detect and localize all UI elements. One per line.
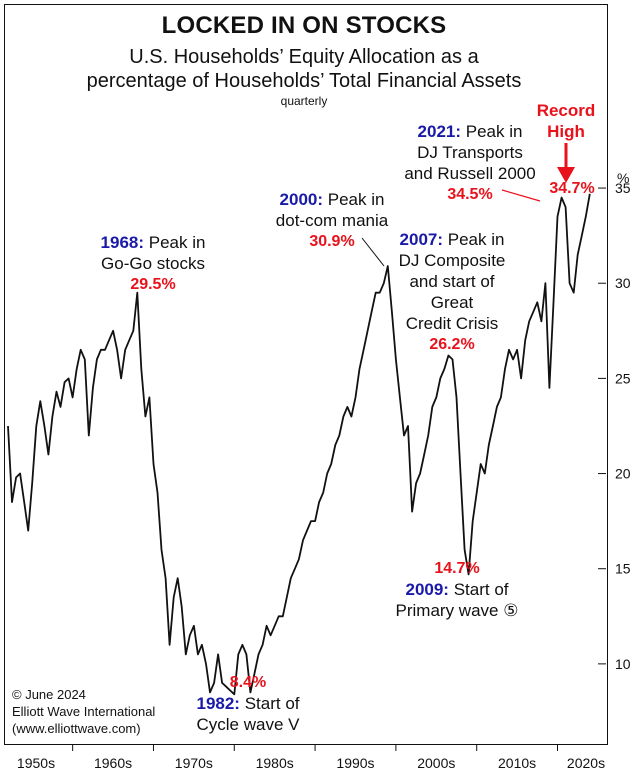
text-1968-l1: Peak in	[144, 233, 206, 252]
text-2007-l2: DJ Composite	[398, 251, 506, 270]
text-2021-l3: and Russell 2000	[404, 164, 536, 183]
credit-line-1: © June 2024	[12, 687, 86, 702]
text-2021-l2: DJ Transports	[417, 143, 523, 162]
chart-subtitle: U.S. Households’ Equity Allocation as a …	[0, 45, 608, 93]
subtitle-line-2: percentage of Households’ Total Financia…	[86, 70, 522, 92]
value-2007: 26.2%	[429, 336, 475, 353]
text-2007-l5: Credit Crisis	[405, 314, 499, 333]
x-tick-label: 1970s	[175, 755, 213, 771]
text-2007-l4: Great	[430, 293, 474, 312]
x-tick-label: 2000s	[417, 755, 455, 771]
annotation-2021: 2021: Peak in DJ Transports and Russell …	[395, 121, 545, 205]
year-1982: 1982:	[196, 694, 240, 713]
record-line2: High	[547, 122, 585, 141]
y-tick-label: 10	[615, 656, 631, 672]
text-2000-l1: Peak in	[323, 190, 385, 209]
credit-line-3: (www.elliottwave.com)	[12, 721, 141, 736]
year-2021: 2021:	[417, 122, 462, 141]
value-2021: 34.5%	[447, 186, 493, 203]
annotation-1968: 1968: Peak in Go-Go stocks 29.5%	[78, 232, 228, 295]
y-tick-label: 25	[615, 370, 631, 386]
credit-block: © June 2024 Elliott Wave International (…	[12, 686, 155, 737]
x-tick-label: 2020s	[567, 755, 605, 771]
record-arrow-head	[557, 167, 575, 183]
text-1968-l2: Go-Go stocks	[101, 254, 205, 273]
credit-line-2: Elliott Wave International	[12, 704, 156, 719]
text-2021-l1: Peak in	[461, 122, 523, 141]
year-2000: 2000:	[279, 190, 324, 209]
chart-title: LOCKED IN ON STOCKS	[161, 12, 447, 39]
frequency-note: quarterly	[280, 94, 328, 108]
text-1982-l1: Start of	[239, 694, 300, 713]
x-tick-label: 1980s	[256, 755, 294, 771]
year-2009: 2009:	[405, 580, 449, 599]
value-1968: 29.5%	[130, 276, 176, 293]
year-1968: 1968:	[100, 233, 145, 252]
y-tick-label: 15	[615, 561, 631, 577]
value-2000: 30.9%	[309, 233, 355, 250]
series-line	[7, 193, 591, 696]
value-2009: 14.7%	[434, 560, 480, 577]
annotation-2007: 2007: Peak in DJ Composite and start of …	[382, 229, 522, 355]
text-2007-l3: and start of	[409, 272, 495, 291]
text-2009-l1: Start of	[448, 580, 509, 599]
text-1982-l2: Cycle wave V	[196, 715, 300, 734]
chart-frame	[4, 4, 608, 745]
y-tick-label: 20	[615, 466, 631, 482]
record-line1: Record	[536, 101, 596, 120]
year-2007: 2007:	[399, 230, 444, 249]
text-2007-l1: Peak in	[443, 230, 505, 249]
y-tick-label: 35	[615, 180, 631, 196]
annotation-1982: 8.4% 1982: Start of Cycle wave V	[178, 672, 318, 735]
value-1982: 8.4%	[229, 674, 267, 691]
annotation-2000: 2000: Peak in dot-com mania 30.9%	[262, 189, 402, 252]
value-record: 34.7%	[549, 180, 595, 197]
leader-2000	[361, 237, 385, 267]
text-2000-l2: dot-com mania	[275, 211, 389, 230]
annotation-2009: 14.7% 2009: Start of Primary wave ⑤	[382, 558, 532, 621]
x-ticks: 1950s 1960s 1970s 1980s 1990s 2000s 2010s 2020s	[17, 745, 605, 771]
x-tick-label: 1990s	[336, 755, 374, 771]
leader-2021	[501, 189, 541, 202]
x-tick-label: 1950s	[17, 755, 55, 771]
x-tick-label: 1960s	[94, 755, 132, 771]
y-unit-label: %	[617, 170, 629, 186]
y-tick-label: 30	[615, 275, 631, 291]
subtitle-line-1: U.S. Households’ Equity Allocation as a	[129, 46, 479, 68]
x-tick-label: 2010s	[498, 755, 536, 771]
text-2009-l2: Primary wave ⑤	[395, 601, 519, 620]
y-ticks: 10 15 20 25 30 35	[598, 180, 631, 672]
annotation-record-high: Record High	[531, 100, 601, 142]
